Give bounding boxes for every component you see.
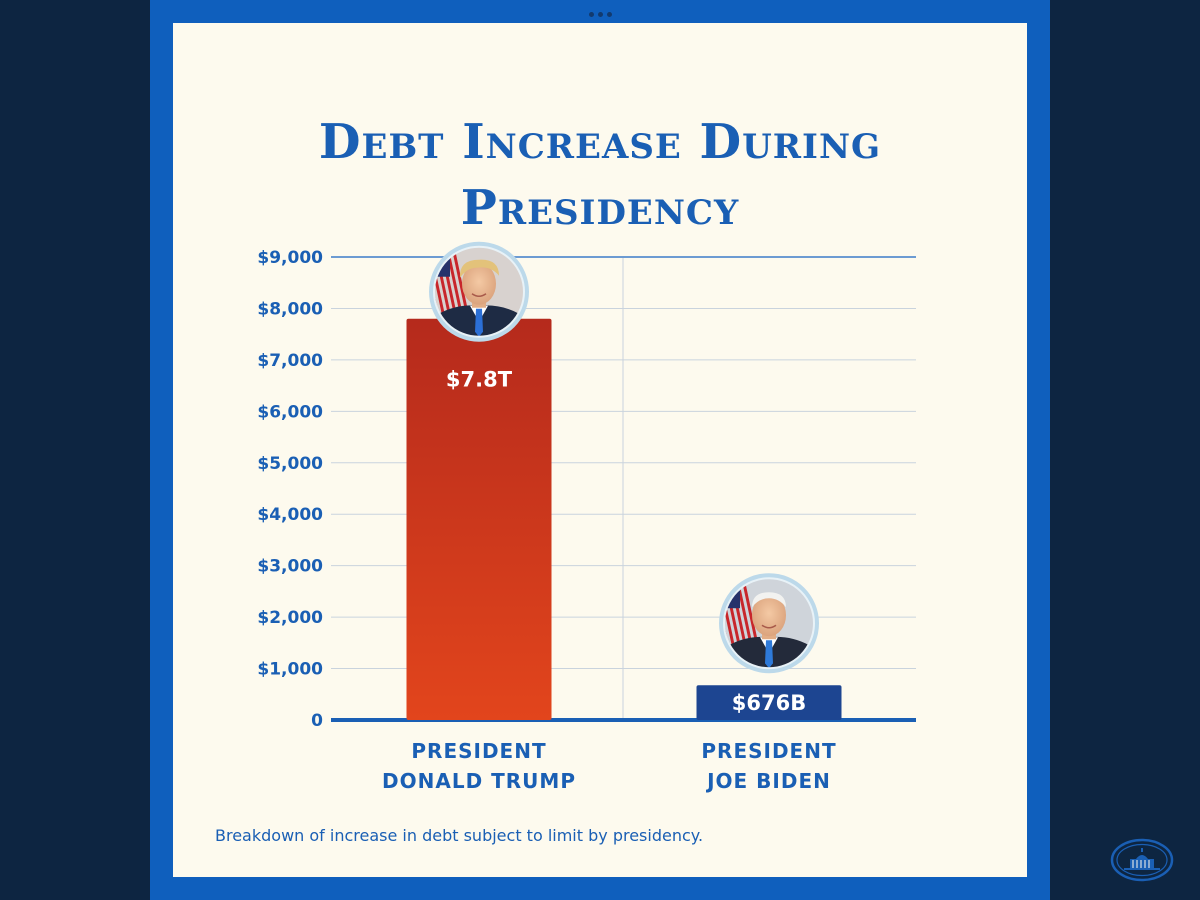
y-tick-label: $6,000 [257,402,323,422]
x-category-label: JOE BIDEN [705,769,831,793]
y-tick-label: $7,000 [257,351,323,371]
y-tick-label: $5,000 [257,454,323,474]
y-tick-label: $4,000 [257,505,323,525]
y-tick-label: $3,000 [257,557,323,577]
more-dots-icon[interactable] [585,10,615,18]
president-portrait-icon [719,573,819,674]
president-portrait-icon [429,241,529,342]
y-tick-label: 0 [311,711,323,731]
bar-trump [406,318,552,720]
y-tick-label: $2,000 [257,608,323,628]
x-category-label: DONALD TRUMP [382,769,576,793]
y-tick-label: $9,000 [257,248,323,268]
chart-title-line-2: Presidency [460,180,740,236]
x-category-label: PRESIDENT [411,739,546,763]
chart-title-line-1: Debt Increase During [318,114,882,170]
white-house-seal-icon [1110,838,1174,882]
bar-biden [696,685,842,720]
data-label: $7.8T [446,368,513,392]
y-tick-label: $1,000 [257,660,323,680]
chart-title: Debt Increase During Presidency [173,109,1027,241]
data-label: $676B [732,691,806,715]
y-tick-label: $8,000 [257,299,323,319]
infographic-card: Debt Increase During Presidency 0 $1,000 $… [173,23,1174,882]
x-category-label: PRESIDENT [701,739,836,763]
bar-chart: 0 $1,000 $2,000 $3,000 $4,000 $5,000 $6,000 $7,… [257,241,916,793]
chart-caption: Breakdown of increase in debt subject to… [215,826,704,845]
